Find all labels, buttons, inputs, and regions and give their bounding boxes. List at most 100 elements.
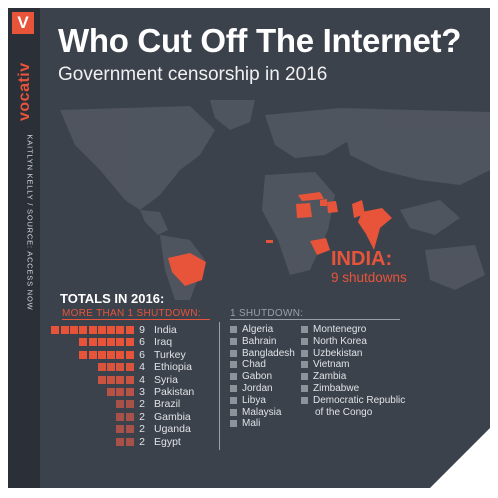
shutdown-count: 2 [139,398,145,411]
single-shutdown-square [230,420,237,428]
shutdown-count: 9 [139,324,145,336]
shutdown-square [107,326,116,334]
credit-source: SOURCE: ACCESS NOW [25,209,35,311]
shutdown-country: Brazil [154,398,181,411]
map-gambia [266,240,273,243]
shutdown-square [107,375,116,384]
single-shutdown-square [301,326,308,333]
shutdown-count: 6 [139,348,145,361]
single-shutdown-square [230,385,237,392]
single-shutdown-square [230,373,237,381]
shutdown-square [97,363,106,372]
shutdown-row: 2 Brazil [0,398,220,410]
shutdown-country: Gambia [154,410,191,423]
single-shutdown-item: Zimbabwe [301,383,411,395]
map-africa [262,172,335,275]
shutdown-row: 2 Uganda [0,423,220,435]
map-north-america [60,106,215,210]
multi-shutdown-heading: MORE THAN 1 SHUTDOWN: [62,308,201,319]
single-shutdown-country: Zambia [313,371,347,383]
brand-strip [8,8,40,488]
shutdown-square [107,338,116,347]
shutdown-count: 3 [139,386,145,398]
map-europe [265,108,350,158]
single-shutdown-square [230,408,237,416]
single-shutdown-country: Gabon [242,371,273,383]
shutdown-square [125,338,134,347]
credit-line: KAITLYN KELLY / SOURCE: ACCESS NOW [25,134,35,311]
world-map [60,100,490,300]
shutdown-square [125,375,134,384]
page-subtitle: Government censorship in 2016 [58,64,328,85]
single-shutdown-country: Montenegro [313,324,367,335]
single-shutdown-country: of the Congo [315,406,373,418]
shutdown-square [116,400,125,409]
single-shutdown-country: Uzbekistan [313,347,363,359]
single-shutdown-heading: 1 SHUTDOWN: [230,308,304,319]
single-shutdown-square [301,349,308,357]
shutdown-square [125,363,134,372]
shutdown-square [107,388,116,396]
map-australia [425,245,485,290]
shutdown-row: 2 Egypt [0,436,220,448]
single-shutdown-square [301,385,308,392]
logo-letter: V [17,13,29,32]
shutdown-square [97,326,106,334]
shutdown-square [125,412,134,421]
single-shutdown-item-continued: of the Congo [301,407,411,419]
shutdown-square [88,350,97,359]
shutdown-row: 3 Pakistan [0,386,220,398]
shutdown-square [79,326,88,334]
single-heading-rule [230,319,400,320]
single-shutdown-item: Democratic Republic [301,395,411,407]
shutdown-country: Syria [154,373,178,386]
single-shutdown-square [301,337,308,345]
shutdown-square [116,437,125,446]
shutdown-square [79,338,88,347]
shutdown-count: 2 [139,423,145,436]
map-turkey [298,192,324,201]
map-iraq [327,201,338,213]
map-egypt [296,203,312,218]
map-russia-asia [340,108,490,185]
shutdown-square [107,363,116,372]
single-shutdown-country: Algeria [242,324,274,335]
single-shutdown-country: Jordan [242,383,273,394]
shutdown-square [116,425,125,434]
column-divider [219,322,220,450]
brand-name: vocativ [16,62,33,121]
shutdown-square [88,338,97,347]
single-shutdown-country: North Korea [313,335,367,347]
single-shutdown-item: Bangladesh [230,348,310,360]
shutdown-count: 4 [139,361,145,374]
map-central-america [140,210,168,235]
single-shutdown-item: Chad [230,359,310,371]
single-shutdown-square [230,361,237,369]
shutdown-country: Egypt [154,435,181,448]
single-shutdown-item: Jordan [230,383,310,395]
shutdown-count: 2 [139,435,145,448]
shutdown-square [116,350,125,359]
single-shutdown-country: Democratic Republic [313,394,406,406]
map-greenland [210,100,255,130]
credit-separator: / [25,203,35,207]
map-brazil [168,253,206,286]
single-shutdown-country: Bahrain [242,335,277,347]
single-shutdown-item: Uzbekistan [301,348,411,360]
shutdown-square [97,375,106,384]
credit-author: KAITLYN KELLY [25,134,35,201]
single-shutdown-country: Mali [242,418,261,430]
shutdown-square [97,350,106,359]
shutdown-square [125,400,134,409]
shutdown-row: 4 Syria [0,374,220,386]
single-shutdown-square [301,396,308,404]
shutdown-square [116,388,125,396]
india-callout-title: INDIA: [331,248,393,270]
shutdown-country: Turkey [154,348,186,361]
single-shutdown-item: North Korea [301,336,411,348]
single-shutdown-country: Malaysia [242,406,282,418]
single-shutdown-item: Bahrain [230,336,310,348]
shutdown-square [116,326,125,334]
shutdown-square [51,326,60,334]
single-shutdown-square [230,349,237,357]
